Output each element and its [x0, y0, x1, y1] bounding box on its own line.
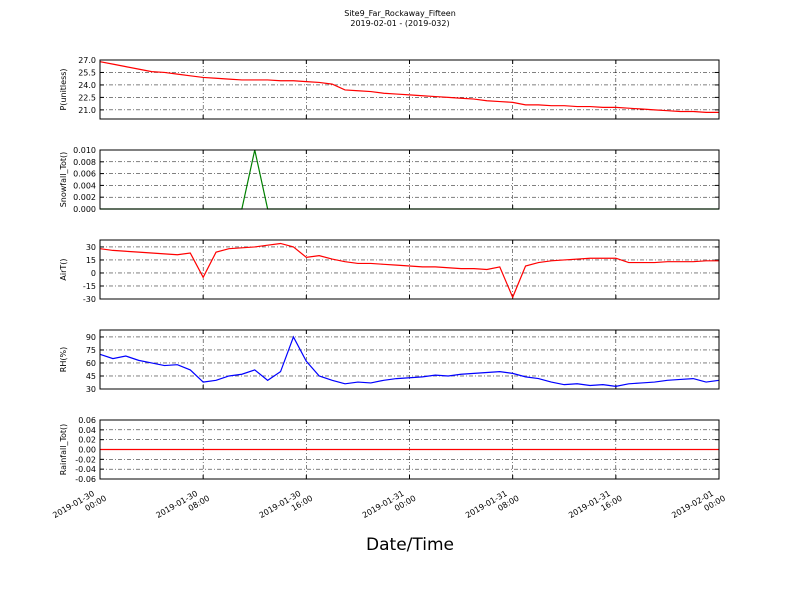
y-tick-label: 0.004 — [73, 181, 96, 190]
y-tick-label: 0.000 — [73, 205, 96, 214]
y-tick-label: -0.04 — [75, 465, 96, 474]
y-axis-label: P(unitless) — [59, 68, 68, 110]
data-line — [99, 335, 720, 388]
y-tick-label: -0.02 — [75, 455, 96, 464]
chart-subtitle: 2019-02-01 - (2019-032) — [350, 19, 449, 28]
y-tick-label: 27.0 — [78, 56, 96, 65]
plot-frame — [99, 149, 720, 210]
y-axis-label: Rainfall_Tot() — [59, 424, 68, 476]
y-tick-label: 30 — [86, 243, 96, 252]
y-axis-label: AirT() — [59, 258, 68, 280]
y-tick-label: 0.02 — [78, 436, 96, 445]
y-tick-label: 25.5 — [78, 68, 96, 77]
y-tick-label: 22.5 — [78, 93, 96, 102]
plot-frame — [99, 419, 720, 480]
y-tick-label: -30 — [83, 295, 96, 304]
data-line — [99, 61, 719, 113]
plot-frame — [99, 329, 720, 390]
y-tick-label: 45 — [86, 372, 96, 381]
y-tick-label: 24.0 — [78, 81, 96, 90]
y-tick-label: 75 — [86, 346, 96, 355]
data-line — [99, 242, 719, 299]
y-axis-label: Snowfall_Tot() — [59, 152, 68, 208]
y-tick-label: 0.006 — [73, 170, 96, 179]
y-tick-label: 0.010 — [73, 146, 96, 155]
y-tick-label: 90 — [86, 333, 96, 342]
y-tick-label: 0.04 — [78, 426, 96, 435]
y-tick-label: -15 — [83, 282, 96, 291]
y-tick-label: 0.002 — [73, 193, 96, 202]
y-tick-label: 60 — [86, 359, 96, 368]
y-tick-label: 30 — [86, 385, 96, 394]
plot-frame — [99, 239, 720, 300]
y-axis-label: RH(%) — [59, 347, 68, 372]
plot-frame — [99, 59, 720, 120]
y-tick-label: 0.06 — [78, 416, 96, 425]
y-tick-label: 21.0 — [78, 106, 96, 115]
chart-title: Site9_Far_Rockaway_Fifteen — [344, 9, 456, 18]
y-tick-label: 0.00 — [78, 446, 96, 455]
y-tick-label: 0 — [91, 269, 96, 278]
y-tick-label: -0.06 — [75, 475, 96, 484]
y-tick-label: 0.008 — [73, 158, 96, 167]
x-axis-label: Date/Time — [366, 535, 454, 555]
y-tick-label: 15 — [86, 256, 96, 265]
